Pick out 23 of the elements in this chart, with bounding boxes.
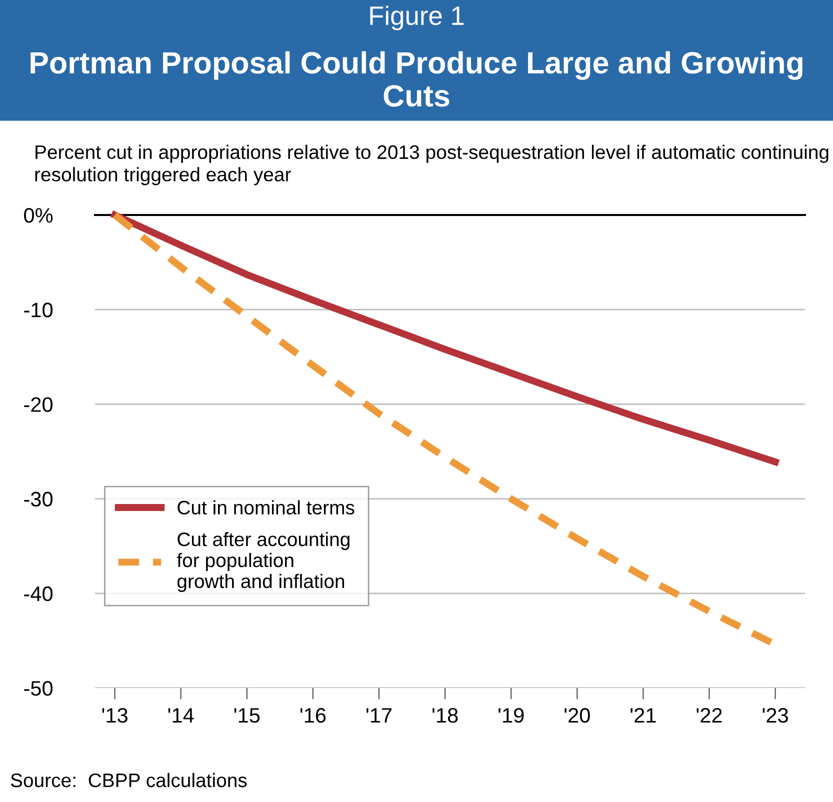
y-tick-label: -10 xyxy=(24,302,53,318)
y-tick-label: -20 xyxy=(24,397,53,412)
x-tick-label: '20 xyxy=(564,708,590,723)
x-tick-label: '18 xyxy=(432,708,458,723)
x-tick-label: '17 xyxy=(366,708,392,723)
x-tick-label: '13 xyxy=(102,708,128,723)
y-tick-label: 0% xyxy=(24,208,53,223)
legend-label: Cut after accounting for population growth and inflation xyxy=(176,532,350,592)
chart-title: Portman Proposal Could Produce Large and Growing Cuts xyxy=(30,51,802,107)
chart-subtitle: Percent cut in appropriations relative to 2013 post-sequestration level if automatic continuing resolution triggered each year xyxy=(35,144,828,186)
x-tick-label: '16 xyxy=(300,708,326,723)
source-note: Source: CBPP calculations xyxy=(10,772,247,788)
x-tick-label: '21 xyxy=(630,708,656,723)
x-tick-label: '23 xyxy=(762,708,788,723)
legend-label: Cut in nominal terms xyxy=(178,500,354,515)
x-tick-label: '19 xyxy=(498,708,524,723)
y-tick-label: -40 xyxy=(24,586,53,602)
y-tick-label: -50 xyxy=(24,681,53,696)
caption: Figure 1 xyxy=(370,6,464,30)
x-tick-label: '22 xyxy=(696,708,722,723)
y-tick-label: -30 xyxy=(24,492,53,507)
x-tick-label: '14 xyxy=(168,708,194,723)
x-tick-label: '15 xyxy=(234,708,260,723)
